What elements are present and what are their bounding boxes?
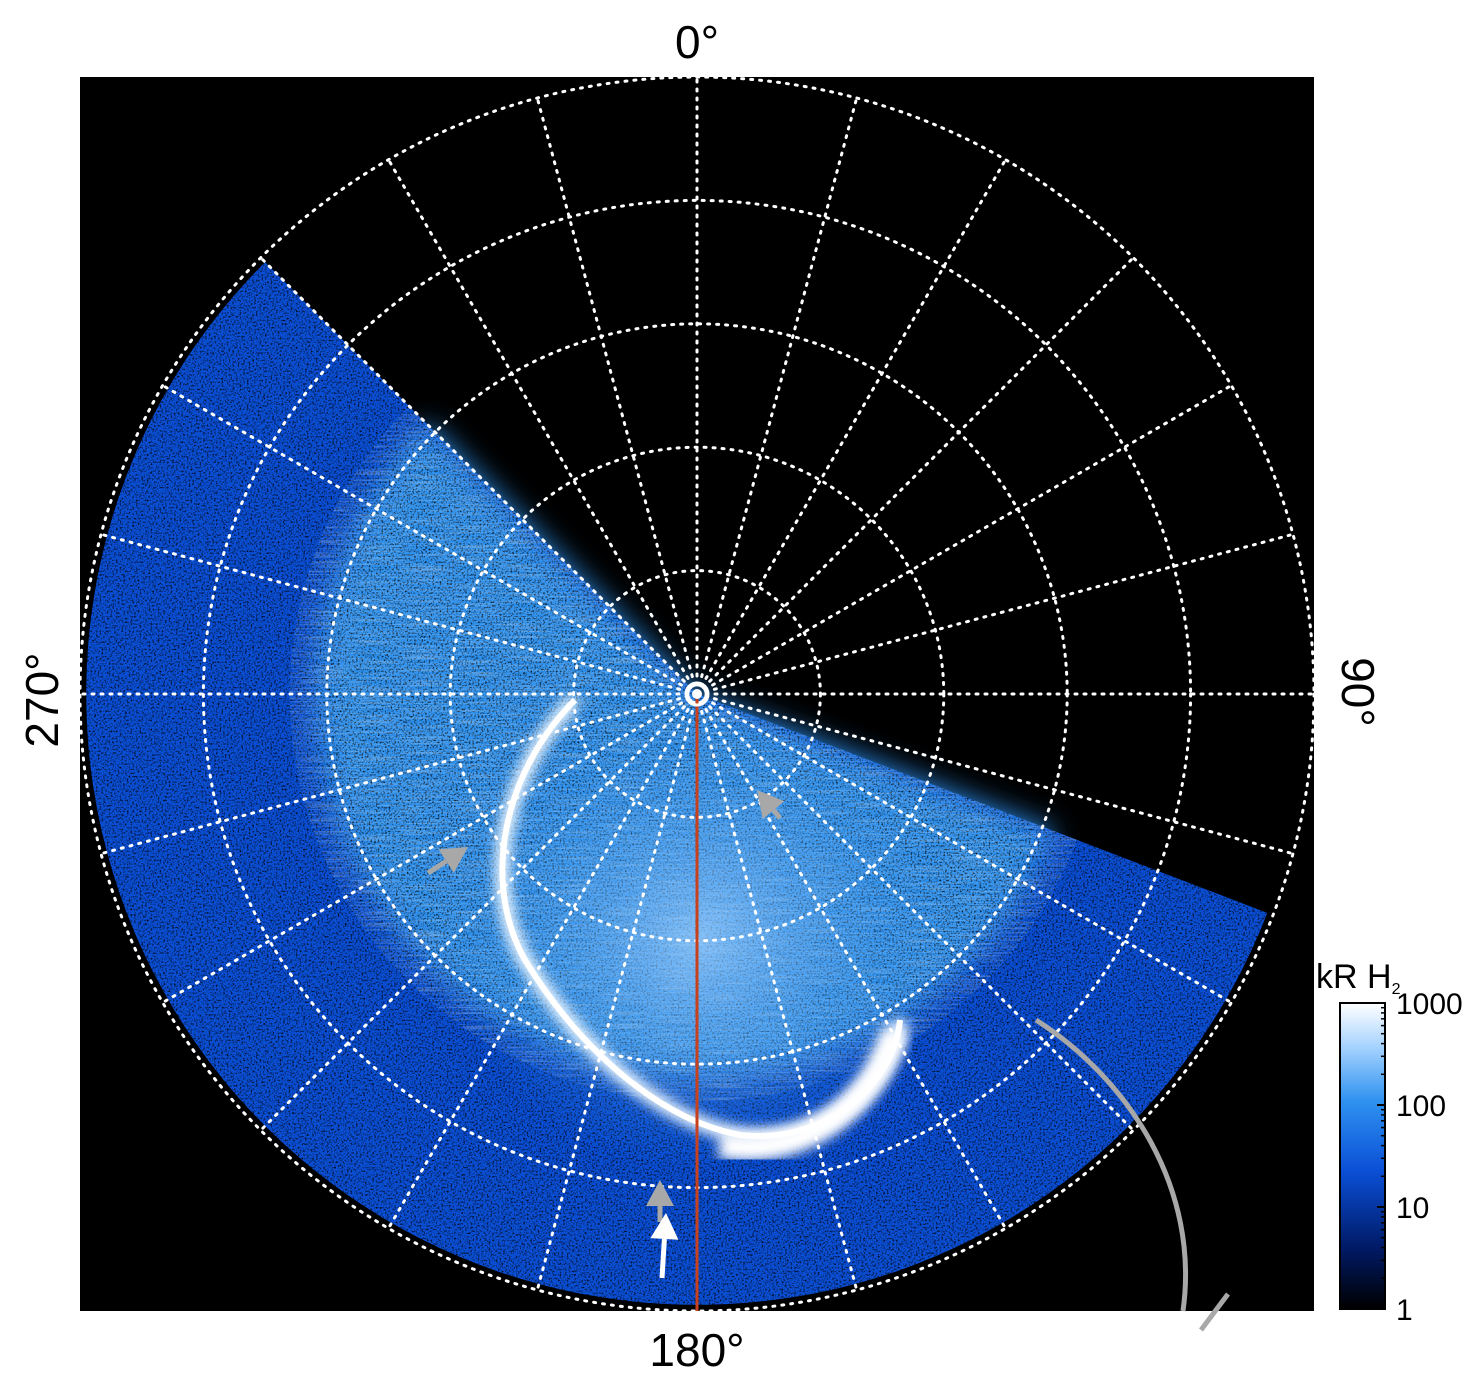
angle-labels: 0° 180° 270° 90° [16,16,1384,1376]
meridian-line [99,692,699,856]
meridian-line [695,384,1233,696]
arrow-grey-icon [426,847,468,876]
limb-curve-tail [1199,1292,1230,1332]
oval-bright-segment [717,1025,908,1161]
colorbar-tick-label: 100 [1396,1090,1446,1123]
angle-label-180: 180° [649,1324,744,1376]
oval-glow [450,710,950,1170]
meridian-line [161,384,699,696]
meridian-line [695,158,1007,696]
meridian-line [387,158,699,696]
angle-label-0: 0° [675,16,719,68]
meridian-line [695,96,859,696]
limb-curve [1034,1017,1189,1312]
meridian-line [695,692,1295,856]
angle-label-270: 270° [16,652,68,747]
meridian-line [387,692,699,1230]
colorbar: kR H2 1000 100 10 1 [1316,958,1463,1327]
emission-image [86,262,1268,1305]
colorbar-tick-label: 10 [1396,1192,1429,1225]
colorbar-tick-label: 1 [1396,1294,1413,1327]
meridian-line [695,532,1295,696]
arrow-grey-icon [646,1180,674,1222]
feature-arrows [426,790,785,1279]
meridian-line [161,692,699,1004]
meridian-line [695,256,1135,696]
arrow-white-icon [650,1213,679,1279]
meridian-line [695,692,1135,1132]
meridian-line [535,96,699,696]
latitude-circle [572,569,822,819]
arrow-grey-icon [757,790,785,820]
meridian-line [695,692,1007,1230]
colorbar-title: kR H2 [1316,958,1401,998]
pole-marker-icon [684,681,710,707]
meridian-line [695,692,1233,1004]
meridian-line [535,692,699,1292]
meridian-line [695,692,859,1292]
colorbar-gradient [1339,1002,1386,1310]
colorbar-tick-label: 1000 [1396,988,1463,1021]
meridian-line [259,256,699,696]
meridian-line [259,692,699,1132]
colorbar-ticks: 1000 100 10 1 [1377,988,1463,1327]
meridian-line [99,532,699,696]
main-emission-oval [450,694,950,1170]
angle-label-90: 90° [1332,657,1384,727]
